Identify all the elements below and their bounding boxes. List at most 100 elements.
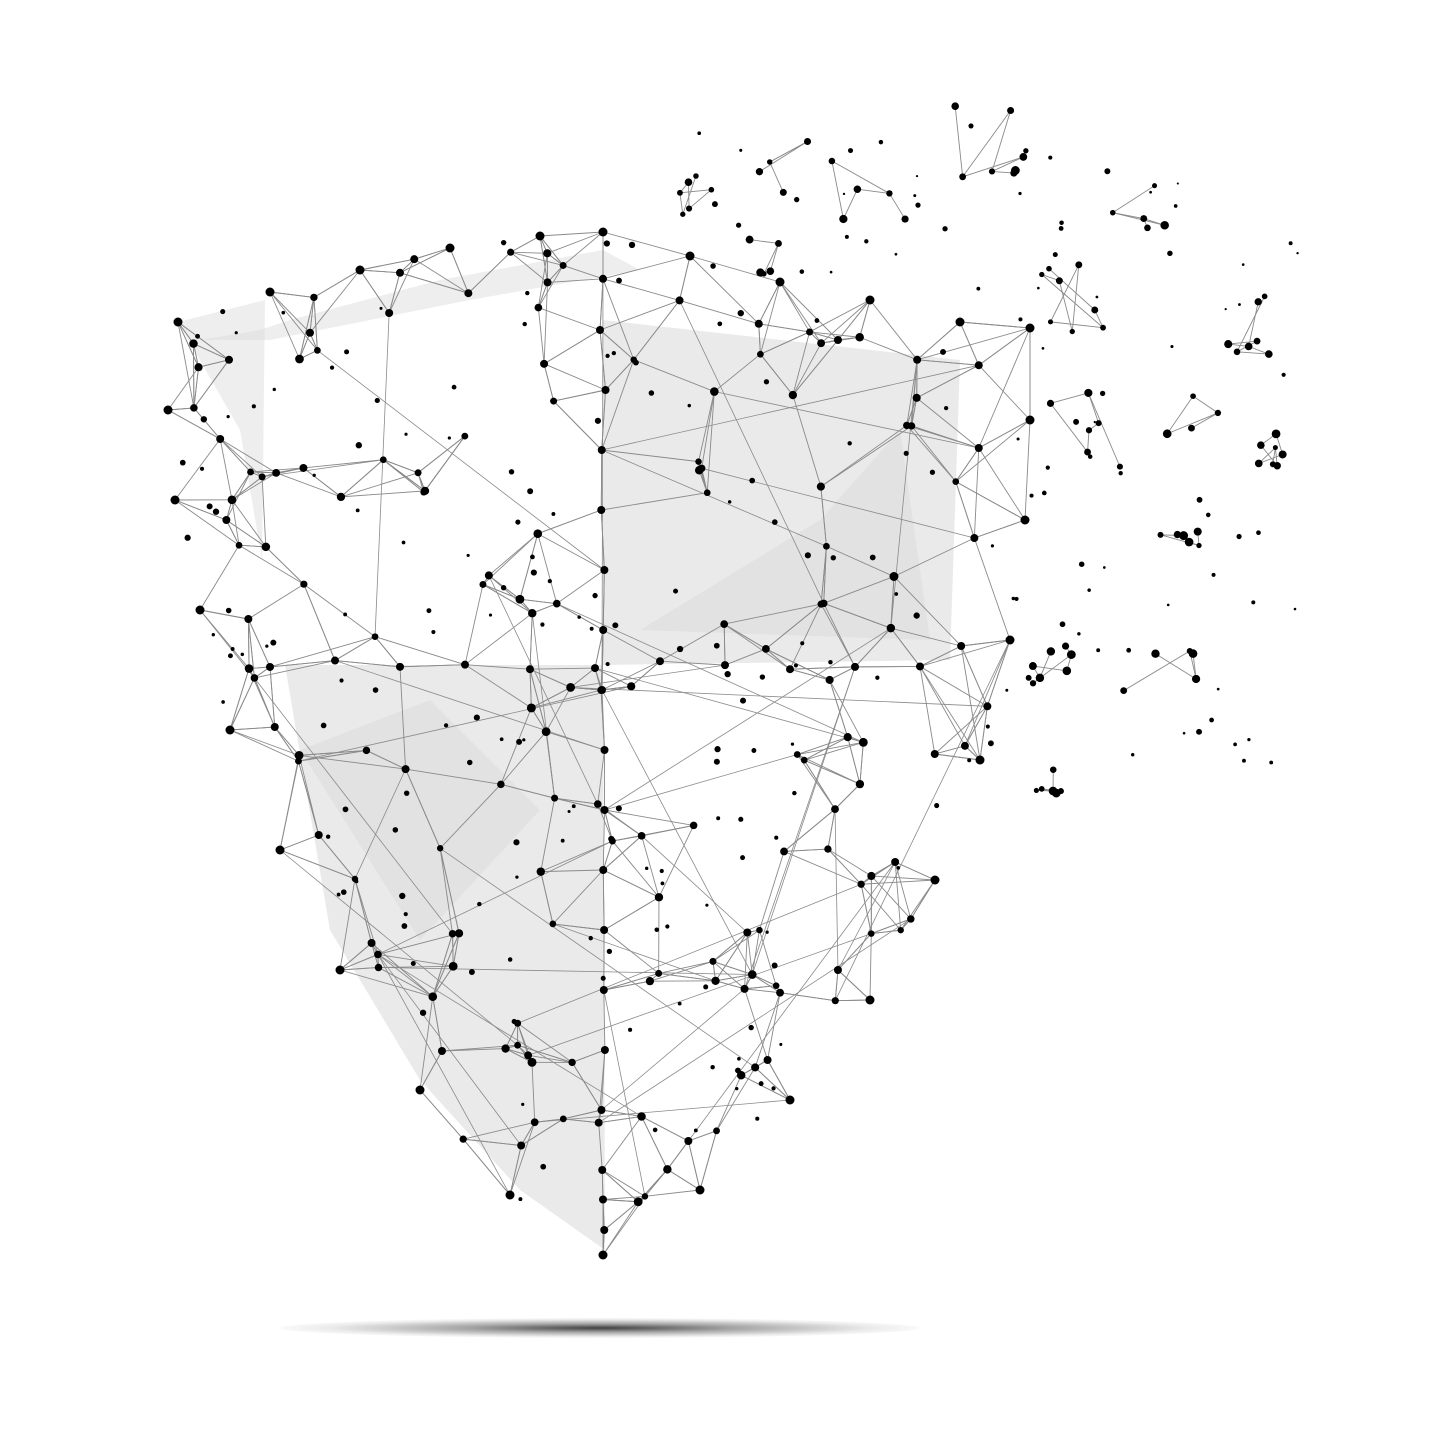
wire-edge	[723, 623, 791, 670]
wire-node	[788, 390, 798, 400]
wire-node	[379, 456, 387, 464]
wire-edge	[464, 612, 533, 666]
wire-edge	[374, 636, 401, 668]
shield-shadow	[280, 1318, 920, 1338]
wire-edge	[269, 291, 314, 298]
loose-dot	[1173, 204, 1178, 208]
wire-node	[522, 321, 527, 327]
wire-edge	[462, 1138, 511, 1196]
loose-dot	[829, 270, 833, 274]
wire-node	[547, 578, 552, 584]
wire-edge	[784, 848, 828, 852]
wire-edge	[689, 255, 781, 283]
wire-node	[740, 697, 747, 704]
wire-node	[488, 613, 493, 617]
fragment-node	[1244, 342, 1253, 351]
loose-dot	[1041, 346, 1045, 350]
wire-edge	[919, 666, 936, 755]
wire-node	[518, 1197, 523, 1202]
wire-edge	[539, 231, 604, 237]
wire-node	[612, 622, 619, 629]
wire-edge	[510, 251, 564, 266]
wire-edge	[837, 933, 872, 971]
wire-node	[793, 751, 801, 758]
wire-edge	[679, 255, 691, 301]
wire-node	[250, 674, 259, 682]
wire-node	[596, 326, 605, 334]
wire-edge	[174, 499, 240, 546]
wire-node	[736, 1071, 746, 1080]
wire-edge	[603, 989, 646, 1197]
wire-node	[543, 249, 552, 258]
wire-node	[720, 620, 729, 628]
wire-edge	[599, 329, 635, 361]
wire-node	[437, 1047, 446, 1055]
wire-edge	[792, 339, 839, 396]
wire-node	[401, 765, 410, 774]
wire-edge	[414, 247, 451, 260]
fragment-node	[766, 267, 775, 275]
wire-edge	[383, 459, 425, 493]
wire-edge	[463, 1121, 535, 1140]
loose-dot	[1238, 303, 1241, 306]
wire-node	[314, 831, 323, 839]
wire-edge	[374, 312, 390, 637]
wire-node	[195, 605, 205, 615]
wire-edge	[505, 1048, 533, 1063]
wire-edge	[910, 879, 936, 920]
wire-edge	[339, 954, 379, 971]
fragment-node	[779, 188, 787, 196]
wire-edge	[229, 729, 300, 756]
wire-edge	[919, 645, 962, 667]
wire-edge	[468, 251, 511, 294]
fragment-node	[1029, 680, 1037, 687]
wire-node	[1025, 323, 1035, 333]
wire-node	[392, 827, 399, 833]
fragment-node	[951, 102, 960, 111]
wire-node	[568, 1058, 576, 1067]
wire-edge	[834, 809, 839, 971]
wire-edge	[500, 731, 547, 785]
wire-node	[445, 243, 455, 253]
wire-edge	[545, 687, 571, 732]
wire-edge	[601, 1109, 642, 1117]
wire-edge	[740, 1074, 791, 1101]
wire-node	[428, 992, 438, 1001]
wire-edge	[313, 297, 318, 351]
fragment-node	[1120, 687, 1128, 695]
wire-edge	[563, 1109, 602, 1120]
wire-node	[1025, 415, 1035, 425]
wire-node	[515, 594, 525, 604]
wire-node	[858, 737, 868, 747]
wire-node	[889, 572, 899, 581]
wire-node	[689, 821, 698, 830]
wire-node	[464, 289, 473, 298]
wire-edge	[254, 677, 453, 935]
fragment-node	[1152, 183, 1158, 189]
wire-edge	[1024, 419, 1031, 521]
fragment-node	[1033, 787, 1039, 794]
wire-node	[371, 633, 379, 640]
fragment-edge	[1048, 268, 1096, 311]
wire-node	[189, 339, 198, 348]
wire-node	[774, 835, 779, 840]
wire-node	[459, 1135, 467, 1143]
wire-edge	[714, 391, 979, 449]
wire-edge	[869, 933, 872, 1001]
wire-edge	[399, 664, 466, 668]
wire-edge	[553, 389, 606, 402]
wire-node	[173, 317, 183, 327]
wire-edge	[723, 624, 726, 666]
wire-edge	[354, 878, 372, 944]
wire-edge	[519, 533, 539, 600]
fragment-edge	[682, 175, 697, 215]
wire-node	[461, 660, 469, 669]
wire-edge	[334, 660, 401, 668]
fragment-node	[1066, 650, 1076, 659]
fragment-node	[1224, 340, 1233, 349]
loose-dot	[1216, 687, 1220, 691]
wire-node	[828, 659, 833, 665]
wire-edge	[528, 1054, 573, 1063]
wire-node	[675, 296, 684, 305]
wire-edge	[239, 544, 266, 548]
